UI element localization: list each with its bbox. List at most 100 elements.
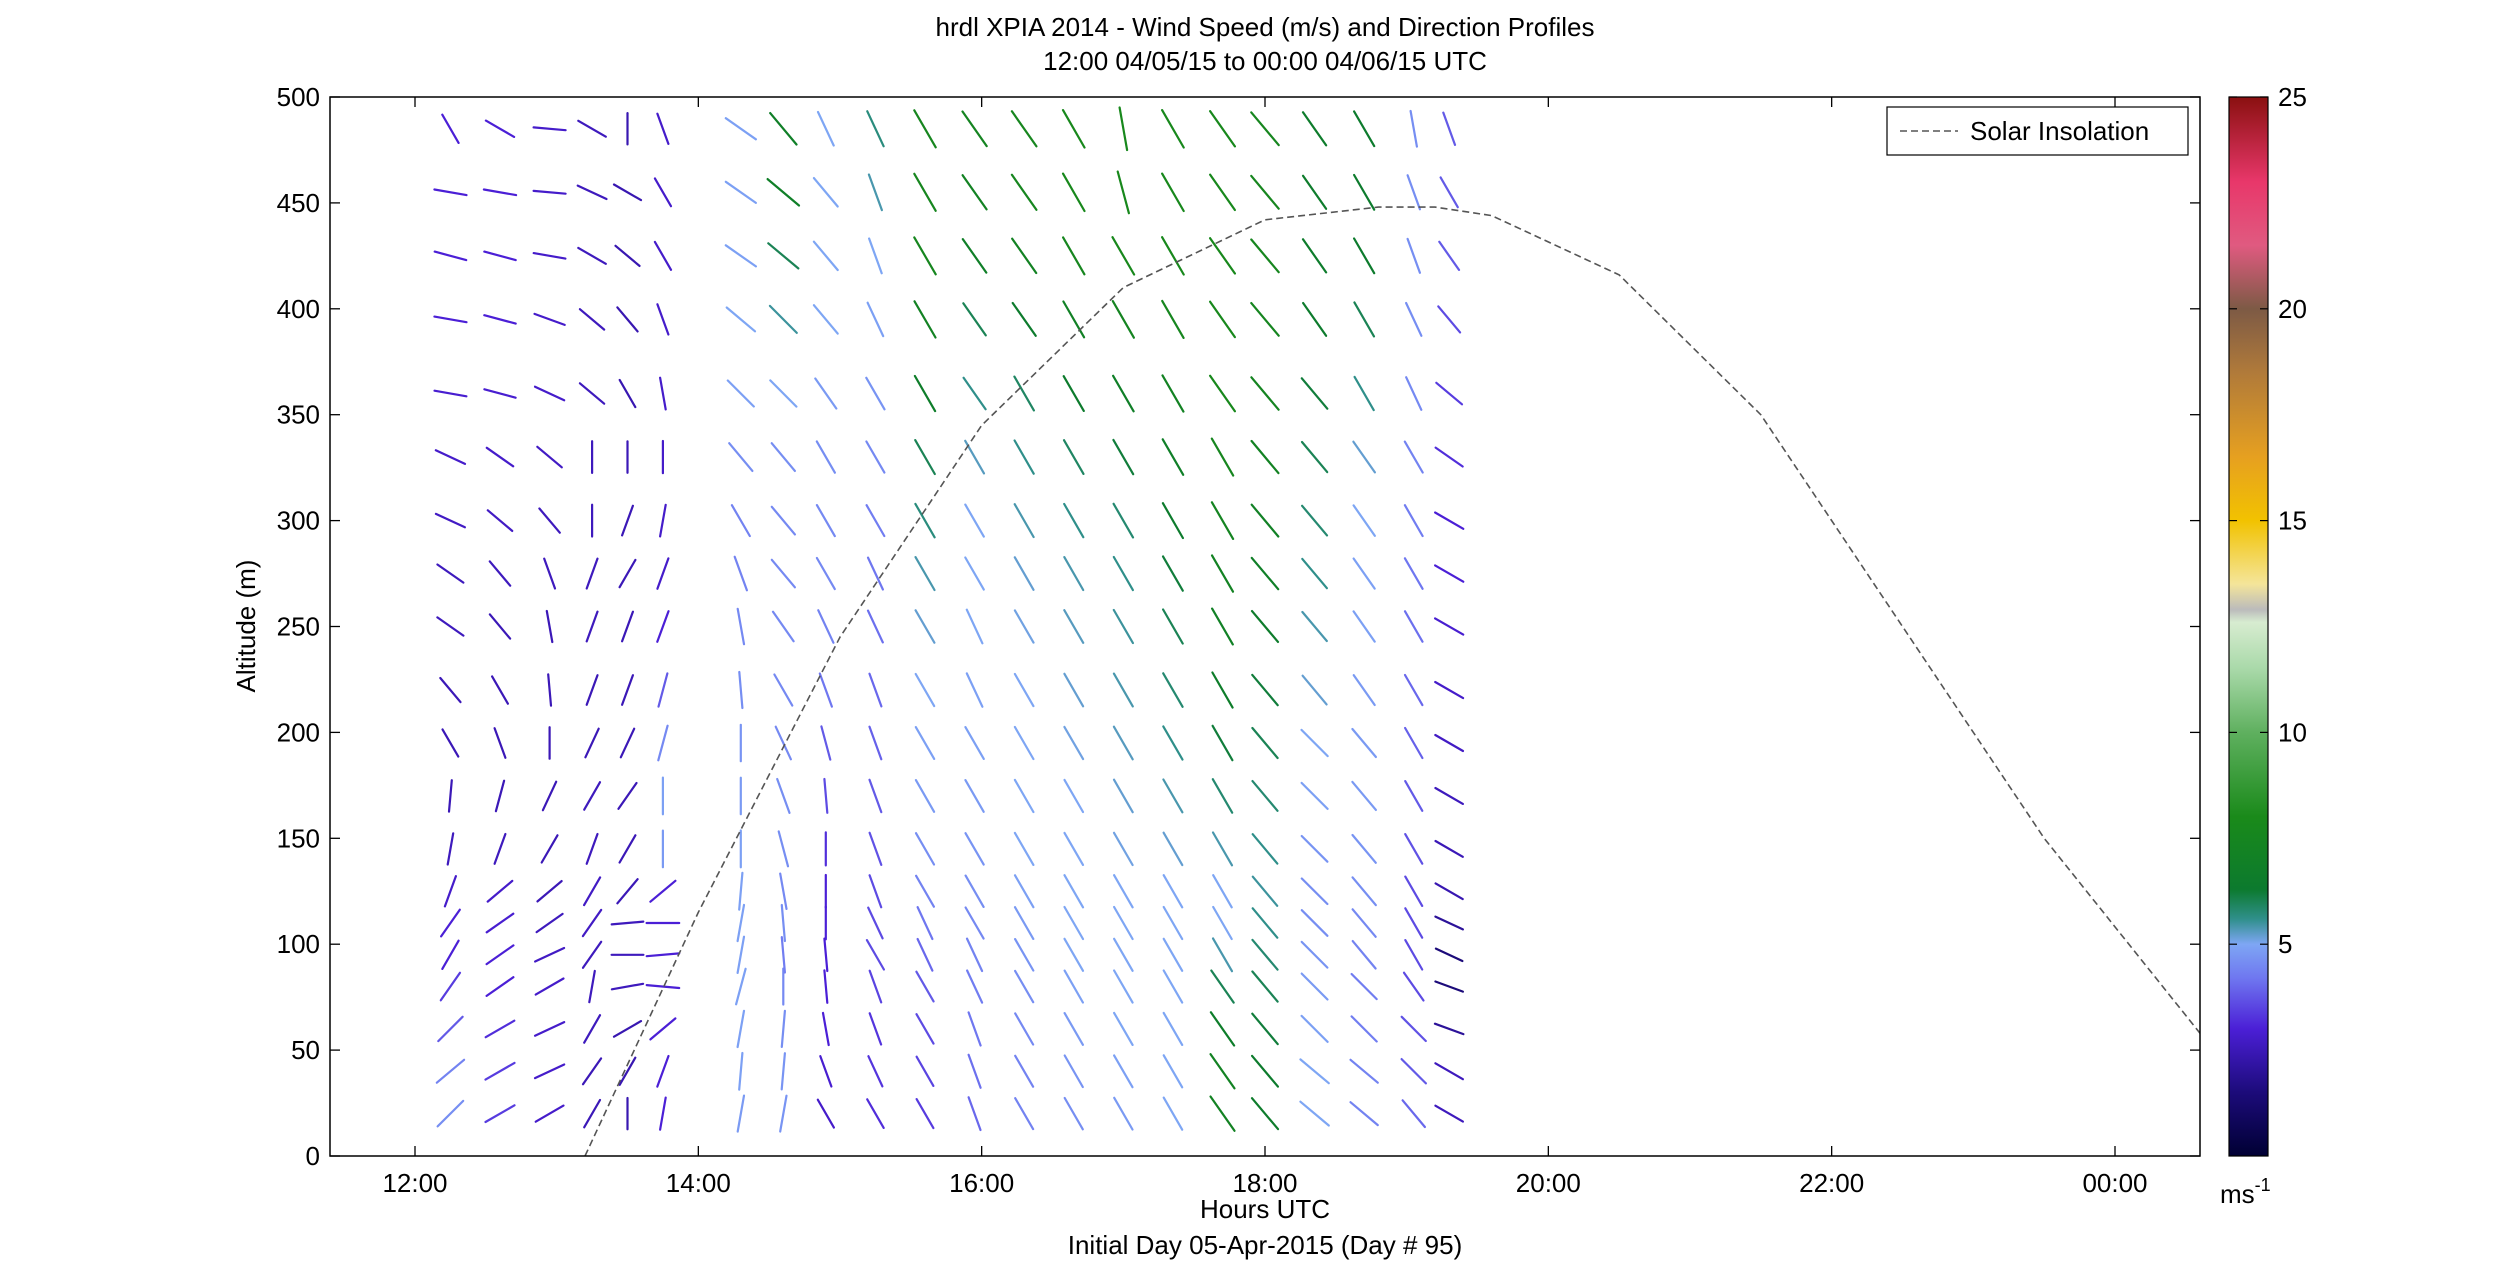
wind-barb — [1434, 839, 1464, 858]
wind-barb — [961, 238, 988, 274]
wind-barb — [915, 1097, 935, 1130]
wind-barb — [1301, 557, 1329, 590]
wind-barb — [433, 389, 468, 398]
wind-barb — [1112, 778, 1134, 814]
wind-barb — [1352, 610, 1376, 643]
wind-barb — [1112, 874, 1134, 909]
wind-barb — [1352, 237, 1376, 275]
colorbar-tick-label: 15 — [2278, 506, 2307, 536]
wind-barb — [1112, 969, 1134, 1004]
wind-barb — [774, 725, 793, 761]
wind-barb — [1350, 972, 1378, 1001]
wind-barb — [1061, 172, 1086, 213]
wind-barb — [1352, 440, 1377, 474]
wind-barb — [1402, 971, 1425, 1002]
y-axis: 0 50 100 150 200 250 300 350 400 450 500 — [277, 82, 2200, 1171]
x-tick-label: 16:00 — [949, 1168, 1014, 1198]
wind-barb — [915, 1013, 935, 1045]
wind-barb — [1014, 1097, 1035, 1131]
wind-barb — [915, 1055, 935, 1088]
wind-barb — [1013, 937, 1035, 972]
x-tick-label: 20:00 — [1516, 1168, 1581, 1198]
wind-barb — [658, 1096, 667, 1131]
wind-barb — [1352, 673, 1376, 707]
wind-barb — [913, 236, 937, 276]
y-tick-label: 250 — [277, 612, 320, 642]
wind-barb — [736, 903, 746, 943]
wind-barb — [1112, 831, 1134, 867]
wind-barb — [1209, 1011, 1236, 1047]
wind-barb — [1250, 556, 1280, 591]
colorbar: 5 10 15 20 25 ms-1 — [2220, 82, 2307, 1209]
wind-barb — [581, 1057, 603, 1086]
wind-barb — [436, 616, 465, 637]
wind-barb — [656, 1054, 670, 1088]
wind-barb — [967, 1011, 982, 1047]
wind-barb — [866, 556, 885, 591]
wind-barb — [1300, 504, 1329, 537]
wind-barb — [645, 952, 681, 958]
wind-barb — [1438, 240, 1461, 271]
wind-barb — [1250, 174, 1280, 210]
y-tick-label: 100 — [277, 929, 320, 959]
y-tick-label: 350 — [277, 400, 320, 430]
y-tick-label: 150 — [277, 823, 320, 853]
wind-barb — [1351, 833, 1377, 864]
wind-barb — [545, 609, 554, 644]
wind-barb — [1063, 672, 1085, 708]
colorbar-units-exponent: -1 — [2255, 1175, 2271, 1195]
wind-barb — [1013, 906, 1035, 941]
wind-barb — [1434, 1104, 1465, 1123]
wind-barb — [1404, 779, 1424, 812]
wind-barb — [823, 969, 829, 1004]
wind-barb — [1351, 780, 1378, 812]
wind-barb — [1208, 237, 1237, 275]
wind-barb — [1161, 555, 1184, 592]
wind-barbs-layer — [433, 106, 1465, 1133]
wind-barb — [738, 670, 744, 710]
wind-barb — [1111, 236, 1136, 276]
x-tick-label: 00:00 — [2082, 1168, 2147, 1198]
wind-barb — [585, 674, 599, 706]
wind-barb — [536, 879, 563, 903]
wind-barb — [915, 970, 935, 1003]
wind-barb — [1211, 831, 1234, 867]
wind-barb — [535, 912, 564, 934]
wind-barb — [1251, 833, 1279, 865]
wind-barb — [1301, 610, 1328, 643]
wind-barb — [1061, 108, 1086, 149]
wind-barb — [540, 834, 559, 864]
wind-barb — [1403, 610, 1424, 643]
wind-barb — [482, 188, 518, 197]
wind-barb — [1063, 725, 1085, 761]
wind-barb — [964, 556, 985, 591]
wind-barb — [1210, 437, 1235, 477]
wind-barb — [658, 503, 667, 538]
colorbar-tick-label: 10 — [2278, 717, 2307, 747]
wind-barb — [1251, 875, 1279, 907]
wind-barb — [441, 728, 460, 758]
wind-barb — [1208, 173, 1237, 212]
wind-barb — [439, 676, 462, 704]
wind-barb — [821, 1011, 830, 1047]
wind-barb — [1208, 109, 1237, 148]
wind-barb — [868, 969, 883, 1004]
wind-barb — [1013, 609, 1035, 644]
wind-barb — [484, 1104, 516, 1124]
wind-barb — [434, 449, 467, 465]
wind-barb — [484, 119, 516, 138]
wind-barb — [1063, 937, 1085, 972]
wind-barb — [585, 832, 599, 865]
wind-barb — [536, 445, 563, 469]
wind-barb — [1013, 831, 1035, 867]
wind-barb — [583, 1098, 602, 1129]
wind-barb — [736, 607, 746, 646]
wind-barb — [1010, 110, 1038, 148]
wind-barb — [483, 314, 517, 325]
wind-barb — [1351, 876, 1377, 907]
wind-barb — [812, 240, 839, 272]
wind-barb — [612, 183, 643, 202]
wind-barb — [534, 977, 565, 996]
wind-barb — [1403, 673, 1424, 707]
wind-barb — [769, 111, 798, 146]
